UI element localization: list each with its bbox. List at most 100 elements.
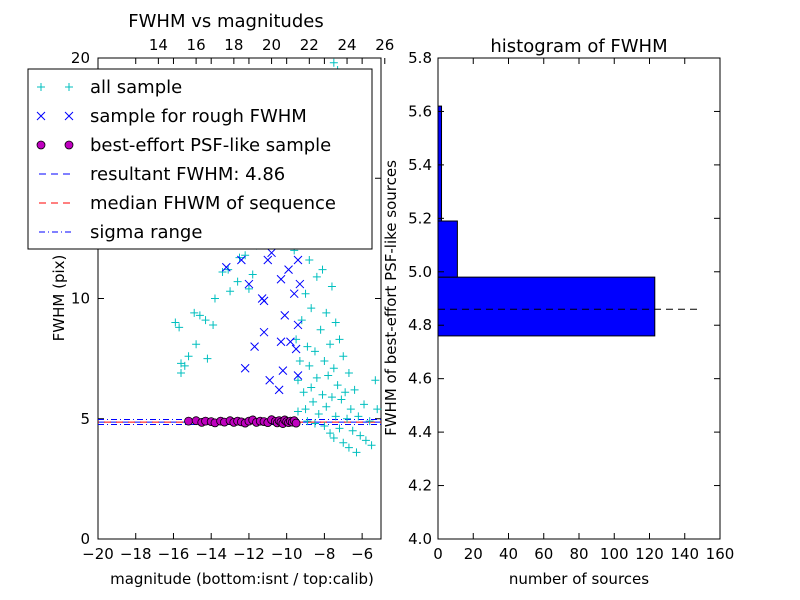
all-sample-point <box>233 277 242 286</box>
rough-fwhm-point <box>280 310 290 320</box>
all-sample-point <box>331 318 340 327</box>
all-sample-point <box>341 388 350 397</box>
legend: all sample sample for rough FWHM best-effo… <box>27 68 373 250</box>
y-tick-label: 4.6 <box>408 370 432 388</box>
left-chart-title: FWHM vs magnitudes <box>128 11 323 32</box>
all-sample-point <box>303 342 312 351</box>
x-tick-label: 60 <box>534 545 553 563</box>
x-tick-label: −8 <box>313 545 335 563</box>
all-sample-point <box>350 385 359 394</box>
rough-fwhm-point <box>267 248 276 258</box>
x-tick-label: 80 <box>569 545 588 563</box>
all-sample-point <box>312 272 321 281</box>
histogram-bars <box>437 105 656 337</box>
top-tick-label: 20 <box>262 36 281 54</box>
x-tick-label: 100 <box>600 545 629 563</box>
all-sample-point <box>310 419 319 428</box>
all-sample-point <box>310 347 319 356</box>
all-sample-point <box>329 58 338 67</box>
all-sample-point <box>210 294 219 303</box>
rough-fwhm-point <box>276 337 286 347</box>
all-sample-point <box>248 270 257 279</box>
x-tick-label: 140 <box>670 545 699 563</box>
all-sample-point <box>329 364 338 373</box>
rough-fwhm-point <box>289 289 299 299</box>
histogram-y-axis-ticks: 4.0 4.2 4.4 4.6 4.8 5.0 5.2 5.4 5.6 5.8 <box>408 49 720 548</box>
rough-fwhm-point <box>274 385 284 395</box>
all-sample-point <box>190 308 199 317</box>
all-sample-point <box>307 383 316 392</box>
rough-fwhm-point <box>237 255 246 265</box>
all-sample-point <box>339 352 348 361</box>
all-sample-point <box>305 256 314 265</box>
all-sample-point <box>226 287 235 296</box>
all-sample-point <box>329 433 338 442</box>
y-tick-label: 0 <box>80 530 90 548</box>
all-sample-point <box>201 316 210 325</box>
all-sample-point <box>371 376 380 385</box>
rough-fwhm-point <box>250 342 259 351</box>
x-tick-label: −18 <box>120 545 152 563</box>
all-sample-point <box>218 268 227 277</box>
y-tick-label: 4.8 <box>408 316 432 334</box>
y-tick-label: 5.2 <box>408 209 432 227</box>
all-sample-point <box>326 429 335 438</box>
all-sample-point <box>192 340 201 349</box>
y-tick-label: 5 <box>80 410 90 428</box>
rough-fwhm-point <box>291 344 301 354</box>
top-axis-ticks: 14 16 18 20 22 24 26 <box>149 36 394 64</box>
all-sample-point <box>303 417 312 426</box>
all-sample-point <box>360 400 369 409</box>
fwhm-histogram: histogram of FWHM 0 20 40 60 80 100 120 140 160 … <box>382 36 734 588</box>
x-tick-label: −10 <box>271 545 303 563</box>
all-sample-point <box>335 335 344 344</box>
top-tick-label: 16 <box>187 36 206 54</box>
all-sample-point <box>344 443 353 452</box>
all-sample-point <box>293 376 302 385</box>
x-tick-label: 0 <box>433 545 443 563</box>
all-sample-point <box>361 436 370 445</box>
right-chart-title: histogram of FWHM <box>490 36 667 57</box>
legend-label: sigma range <box>90 222 202 243</box>
rough-fwhm-point <box>284 265 293 274</box>
legend-marker <box>65 83 73 91</box>
all-sample-point <box>184 352 193 361</box>
legend-marker <box>36 140 46 150</box>
all-sample-point <box>333 381 342 390</box>
x-tick-label: −20 <box>82 545 114 563</box>
y-tick-label: 20 <box>71 49 90 67</box>
rough-fwhm-point <box>293 371 303 380</box>
rough-fwhm-point <box>278 366 288 376</box>
all-sample-point <box>356 431 365 440</box>
rough-fwhm-point <box>293 255 303 265</box>
all-sample-point <box>180 361 189 370</box>
histogram-x-axis-ticks: 0 20 40 60 80 100 120 140 160 <box>433 58 734 563</box>
all-sample-point <box>354 412 363 421</box>
y-tick-label: 5.6 <box>408 102 432 120</box>
psf-sample-point <box>291 418 301 428</box>
all-sample-point <box>331 412 340 421</box>
all-sample-point <box>344 369 353 378</box>
all-sample-point <box>373 405 382 414</box>
all-sample-point <box>295 357 304 366</box>
all-sample-point <box>175 323 184 332</box>
histogram-bar <box>437 220 458 278</box>
all-sample-point <box>297 316 306 325</box>
y-tick-label: 5.4 <box>408 156 432 174</box>
all-sample-point <box>322 308 331 317</box>
legend-box <box>27 68 373 250</box>
all-sample-point <box>365 417 374 426</box>
left-y-axis-label: FWHM (pix) <box>50 255 68 342</box>
all-sample-point <box>316 325 325 334</box>
all-sample-point <box>312 373 321 382</box>
y-tick-label: 4.4 <box>408 423 432 441</box>
rough-fwhm-point <box>295 279 305 289</box>
top-tick-label: 26 <box>375 36 394 54</box>
rough-fwhm-point <box>263 255 273 265</box>
scatter-series <box>171 58 382 457</box>
all-sample-point <box>241 251 250 260</box>
right-x-axis-label: number of sources <box>509 570 649 588</box>
series-psf-sample <box>184 415 301 428</box>
all-sample-point <box>177 369 186 378</box>
